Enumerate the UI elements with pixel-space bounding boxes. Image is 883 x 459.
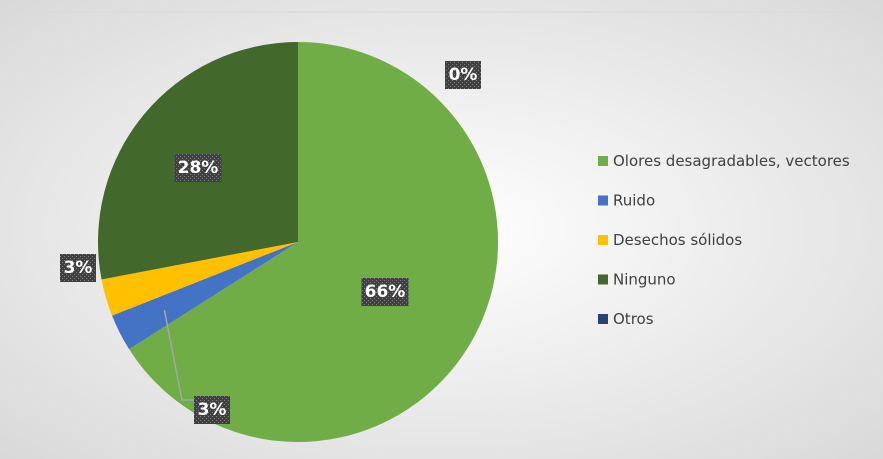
data-label: 3%: [198, 400, 227, 420]
legend-label: Olores desagradables, vectores: [613, 152, 850, 170]
legend-label: Ruido: [613, 192, 655, 210]
pie-slice: [112, 242, 298, 350]
legend-swatch: [598, 195, 608, 206]
legend-swatch: [598, 274, 608, 285]
data-label: 28%: [178, 158, 219, 178]
legend-swatch: [598, 156, 608, 166]
data-label: 3%: [64, 258, 93, 278]
data-label: 0%: [449, 65, 478, 85]
data-label-box: [60, 254, 96, 282]
data-labels: 66% 3% 3% 28% 0%: [60, 61, 481, 424]
legend-label: Otros: [613, 310, 654, 328]
data-label-box: [194, 396, 230, 424]
pie-slice: [129, 42, 499, 443]
pie-slice: [101, 242, 299, 316]
data-label-box: [361, 278, 409, 306]
legend: Olores desagradables, vectores Ruido Desec…: [598, 152, 850, 328]
data-label: 66%: [365, 282, 406, 302]
legend-swatch: [598, 314, 608, 324]
data-label-box: [174, 154, 222, 182]
legend-swatch: [598, 235, 608, 245]
legend-label: Desechos sólidos: [613, 231, 742, 249]
data-label-box: [445, 61, 481, 89]
legend-label: Ninguno: [613, 271, 676, 289]
pie: [97, 42, 499, 443]
leader-line: [163, 309, 194, 401]
